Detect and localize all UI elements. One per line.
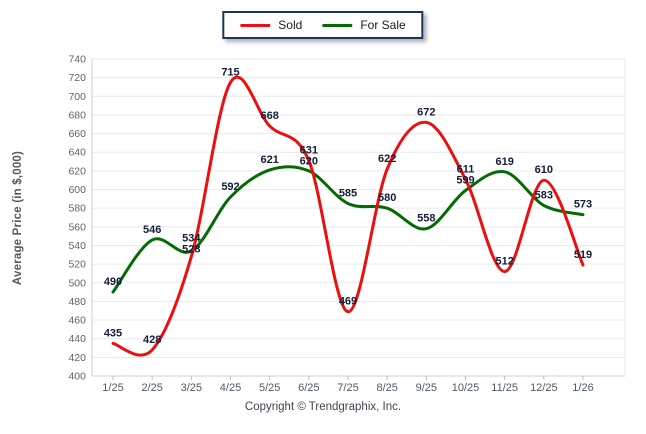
x-tick-label: 4/25 [220,382,241,394]
data-label-sold: 428 [143,334,161,346]
data-label-for-sale: 599 [456,174,474,186]
data-label-sold: 519 [574,249,592,261]
data-label-for-sale: 573 [574,199,592,211]
x-tick-label: 9/25 [416,382,437,394]
y-tick-label: 620 [68,165,86,177]
data-label-sold: 528 [182,243,200,255]
data-label-for-sale: 592 [221,181,239,193]
data-label-for-sale: 620 [300,155,318,167]
y-tick-label: 600 [68,184,86,196]
sold-line [111,75,585,357]
legend-label-for-sale: For Sale [360,18,406,32]
data-label-for-sale: 621 [260,154,278,166]
chart-legend: Sold For Sale [222,11,424,39]
data-label-for-sale: 583 [535,189,553,201]
data-label-for-sale: 534 [182,232,201,244]
y-tick-label: 500 [68,277,86,289]
x-tick-label: 5/25 [259,382,280,394]
y-tick-label: 720 [68,72,86,84]
y-tick-label: 420 [68,352,86,364]
legend-item-sold: Sold [240,18,302,32]
legend-item-for-sale: For Sale [322,18,406,32]
for-sale-line-swatch-icon [322,23,353,27]
y-tick-label: 560 [68,221,86,233]
x-tick-label: 3/25 [181,382,202,394]
x-tick-label: 1/25 [102,382,123,394]
for-sale-line [111,165,585,294]
y-tick-label: 520 [68,259,86,271]
legend-label-sold: Sold [278,18,303,32]
data-label-for-sale: 585 [339,188,357,200]
x-tick-label: 12/25 [530,382,558,394]
y-tick-label: 660 [68,128,86,140]
x-tick-label: 11/25 [491,382,518,394]
y-tick-label: 480 [68,296,86,308]
x-tick-label: 1/26 [572,382,593,394]
data-label-for-sale: 558 [417,213,435,225]
data-label-sold: 512 [495,256,513,268]
sold-line-swatch-icon [240,23,271,27]
y-tick-label: 400 [68,371,86,383]
data-label-sold: 668 [260,110,278,122]
data-label-sold: 469 [339,296,357,308]
y-tick-label: 700 [68,91,86,103]
y-tick-label: 460 [68,315,86,327]
data-label-sold: 622 [378,153,396,165]
y-tick-label: 440 [68,333,86,345]
y-tick-label: 580 [68,203,86,215]
y-tick-label: 740 [68,54,86,66]
data-label-for-sale: 490 [104,276,122,288]
x-tick-label: 2/25 [141,382,162,394]
data-label-sold: 435 [104,327,122,339]
x-tick-label: 6/25 [298,382,319,394]
copyright-footer: Copyright © Trendgraphix, Inc. [244,401,402,413]
data-label-sold: 715 [221,66,239,78]
x-tick-label: 7/25 [337,382,358,394]
data-label-sold: 631 [300,144,318,156]
data-label-sold: 672 [417,106,435,118]
x-tick-label: 8/25 [376,382,397,394]
y-tick-label: 540 [68,240,86,252]
data-label-sold: 611 [457,163,475,175]
data-label-sold: 610 [535,164,553,176]
y-tick-label: 640 [68,147,86,159]
data-label-for-sale: 580 [378,192,396,204]
data-label-for-sale: 619 [495,156,513,168]
x-tick-label: 10/25 [452,382,480,394]
data-label-for-sale: 546 [143,224,161,236]
y-tick-label: 680 [68,109,86,121]
